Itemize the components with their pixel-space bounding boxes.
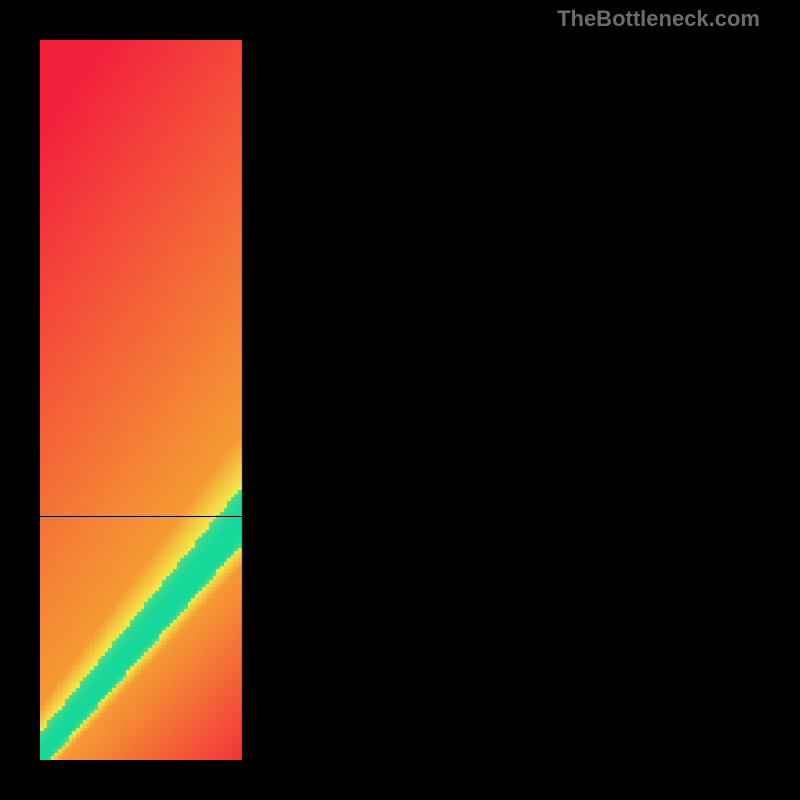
plot-area: [40, 40, 760, 760]
crosshair-vertical: [319, 40, 320, 760]
crosshair-dot: [314, 512, 324, 522]
crosshair-horizontal: [40, 516, 760, 517]
chart-container: TheBottleneck.com: [0, 0, 800, 800]
heatmap-canvas: [40, 40, 760, 760]
watermark-label: TheBottleneck.com: [557, 6, 760, 32]
